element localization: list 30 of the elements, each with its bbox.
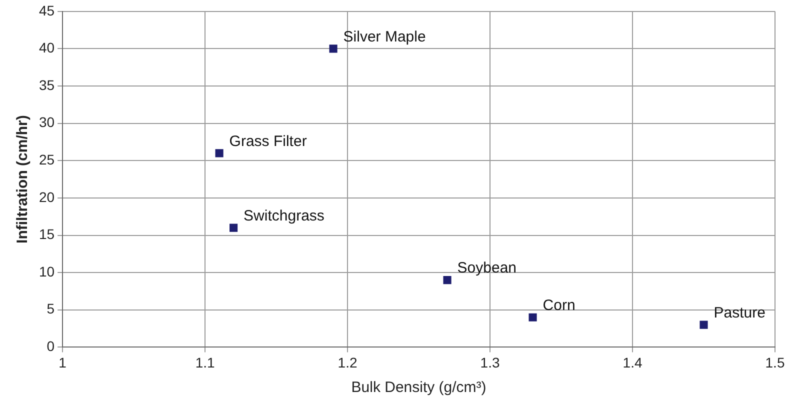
y-tick-label: 10 — [38, 263, 55, 280]
point — [528, 313, 537, 322]
x-tick-label: 1.3 — [480, 354, 500, 370]
point — [230, 224, 238, 232]
x-axis-title: Bulk Density (g/cm³) — [351, 379, 486, 396]
y-tick-label: 35 — [38, 76, 55, 93]
x-tick-label: 1.4 — [622, 354, 642, 370]
annotation: Soybean — [457, 260, 516, 277]
annotation: Silver Maple — [343, 28, 426, 46]
y-tick-label: 25 — [38, 152, 55, 168]
point — [329, 44, 338, 53]
annotation: Grass Filter — [229, 132, 307, 150]
annotation: Corn — [542, 296, 576, 314]
annotation: Switchgrass — [244, 207, 324, 224]
y-tick-label: 20 — [38, 188, 55, 205]
y-tick-label: 5 — [46, 300, 55, 317]
annotation: Pasture — [714, 304, 766, 322]
y-tick-label: 15 — [38, 226, 55, 242]
y-tick-label: 40 — [38, 40, 55, 56]
x-tick-label: 1.1 — [195, 354, 215, 370]
y-tick-label: 0 — [46, 338, 55, 354]
point — [443, 276, 452, 284]
x-tick-label: 1.2 — [338, 354, 358, 370]
point — [700, 320, 708, 329]
point — [215, 149, 224, 158]
x-tick-label: 1 — [58, 354, 67, 370]
y-tick-label: 30 — [38, 114, 55, 130]
y-tick-label: 45 — [38, 2, 55, 18]
y-axis-title: Infiltration (cm/hr) — [14, 115, 32, 244]
x-tick-label: 1.5 — [765, 354, 785, 370]
